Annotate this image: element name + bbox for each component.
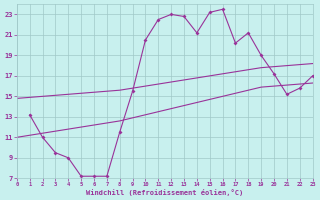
X-axis label: Windchill (Refroidissement éolien,°C): Windchill (Refroidissement éolien,°C) xyxy=(86,189,243,196)
